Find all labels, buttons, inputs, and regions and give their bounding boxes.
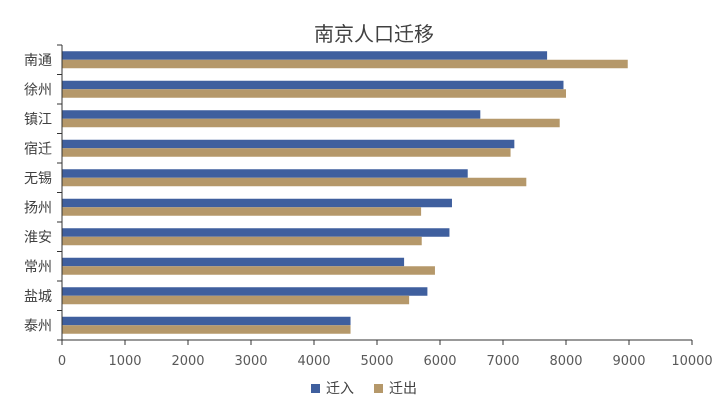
x-tick-label: 8000 [549,354,582,369]
bar-in [62,198,452,208]
y-category-label: 常州 [24,259,52,275]
bar-out [62,325,351,334]
bar-in [62,51,548,60]
x-tick-label: 1000 [108,354,141,369]
y-category-label: 无锡 [24,171,52,187]
y-category-label: 南通 [24,53,52,69]
bar-in [62,110,481,119]
legend-item: 迁入 [311,378,354,398]
x-tick-label: 9000 [612,354,645,369]
bar-in [62,139,515,149]
legend-label: 迁入 [326,381,354,397]
legend-swatch [374,383,383,393]
bar-out [62,148,511,157]
x-tick-label: 0 [58,354,66,369]
bar-out [62,59,628,69]
y-category-label: 扬州 [24,200,52,216]
x-tick-label: 4000 [297,354,330,369]
x-tick-label: 5000 [360,354,393,369]
bar-out [62,236,422,246]
x-tick-label: 7000 [486,354,519,369]
bar-in [62,80,564,90]
legend: 迁入 迁出 [0,378,728,398]
y-category-label: 淮安 [24,230,52,246]
x-tick-label: 10000 [671,354,712,369]
bar-out [62,177,527,187]
legend-label: 迁出 [389,381,417,397]
x-tick-label: 3000 [234,354,267,369]
x-tick-label: 6000 [423,354,456,369]
bar-out [62,207,422,216]
bar-out [62,118,560,128]
y-category-label: 徐州 [24,82,52,98]
bar-out [62,266,435,275]
bar-in [62,287,428,296]
y-category-label: 镇江 [24,112,52,128]
y-category-label: 盐城 [24,289,52,305]
legend-swatch [311,383,320,393]
y-category-label: 宿迁 [24,140,52,157]
bar-out [62,89,566,98]
bar-in [62,228,450,237]
bar-out [62,295,410,305]
bar-in [62,169,468,178]
y-category-label: 泰州 [24,318,52,334]
x-tick-label: 2000 [171,354,204,369]
chart-title: 南京人口迁移 [314,22,434,46]
legend-item: 迁出 [374,378,417,398]
bar-in [62,257,405,267]
bar-in [62,316,351,326]
